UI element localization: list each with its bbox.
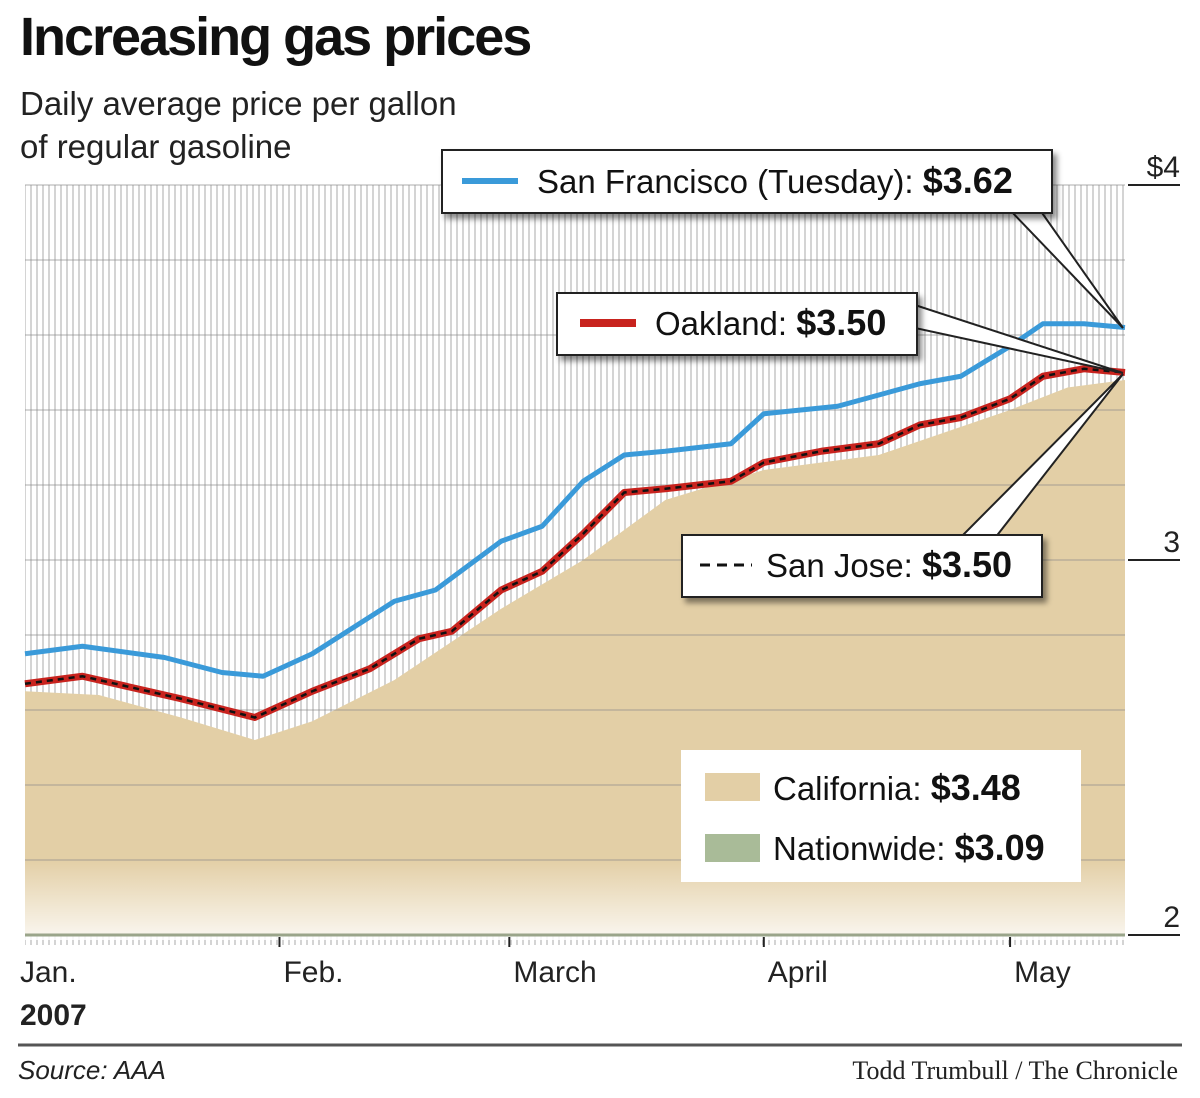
sf-callout: San Francisco (Tuesday): $3.62 xyxy=(441,149,1053,214)
chart-subtitle-line2: of regular gasoline xyxy=(20,128,292,165)
x-tick-label: Jan. xyxy=(20,956,77,989)
svg-text:Nationwide: $3.09: Nationwide: $3.09 xyxy=(773,827,1045,868)
sanjose-label: San Jose: xyxy=(766,547,922,584)
nationwide-label: Nationwide: xyxy=(773,830,955,867)
sanjose-value: $3.50 xyxy=(922,544,1012,585)
x-tick-label: May xyxy=(1014,956,1071,989)
y-tick-label: $4 xyxy=(1147,151,1180,184)
area-legend: California: $3.48 Nationwide: $3.09 xyxy=(681,750,1081,882)
nationwide-value: $3.09 xyxy=(955,827,1045,868)
svg-text:San Jose: $3.50: San Jose: $3.50 xyxy=(766,544,1012,585)
x-tick-label: March xyxy=(513,956,596,989)
oakland-label: Oakland: xyxy=(655,305,796,342)
sanjose-callout: San Jose: $3.50 xyxy=(681,534,1043,598)
oakland-callout: Oakland: $3.50 xyxy=(556,292,918,356)
oakland-value: $3.50 xyxy=(796,302,886,343)
nationwide-swatch xyxy=(705,834,760,862)
san-francisco-tuesday-line xyxy=(24,321,1126,679)
y-tick-label: 3 xyxy=(1163,526,1180,559)
sf-value: $3.62 xyxy=(923,160,1013,201)
x-tick-label: April xyxy=(768,956,828,989)
svg-text:San Francisco (Tuesday): $3.62: San Francisco (Tuesday): $3.62 xyxy=(537,160,1013,201)
year-label: 2007 xyxy=(20,999,87,1032)
x-tick-label: Feb. xyxy=(283,956,343,989)
chart-title: Increasing gas prices xyxy=(20,7,530,67)
svg-text:California: $3.48: California: $3.48 xyxy=(773,767,1021,808)
source-note: Source: AAA xyxy=(18,1055,166,1085)
chart-subtitle-line1: Daily average price per gallon xyxy=(20,85,457,122)
california-swatch xyxy=(705,773,760,801)
california-label: California: xyxy=(773,770,931,807)
y-tick-label: 2 xyxy=(1163,901,1180,934)
credit-line: Todd Trumbull / The Chronicle xyxy=(852,1056,1178,1085)
california-value: $3.48 xyxy=(931,767,1021,808)
san-jose-line xyxy=(24,367,1126,719)
svg-text:Oakland: $3.50: Oakland: $3.50 xyxy=(655,302,886,343)
sf-label: San Francisco (Tuesday): xyxy=(537,163,923,200)
